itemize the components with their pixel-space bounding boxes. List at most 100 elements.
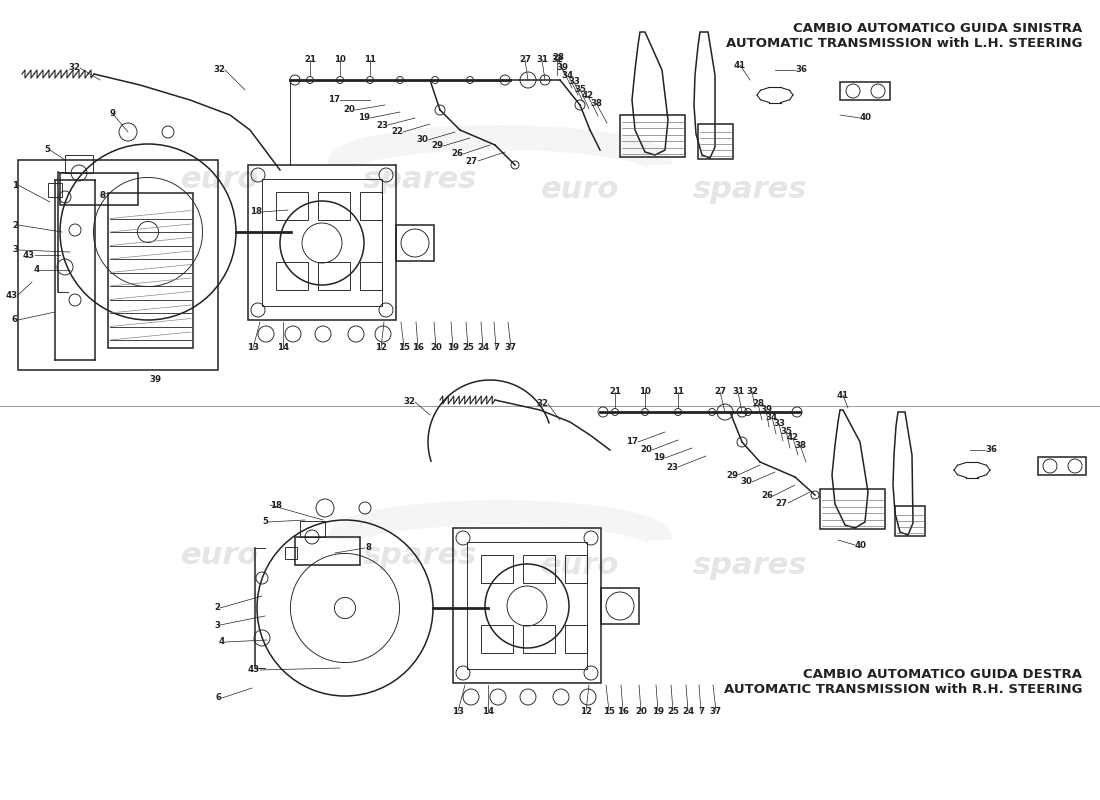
- Text: 7: 7: [697, 706, 704, 715]
- Text: euro: euro: [541, 175, 619, 205]
- Text: 21: 21: [304, 55, 316, 65]
- Text: 10: 10: [334, 55, 345, 65]
- Text: 3: 3: [12, 246, 18, 254]
- Text: spares: spares: [363, 541, 477, 570]
- Text: 30: 30: [416, 135, 428, 145]
- Text: 27: 27: [776, 498, 788, 507]
- Text: 38: 38: [590, 98, 602, 107]
- Text: 29: 29: [726, 470, 738, 479]
- Text: 20: 20: [635, 706, 647, 715]
- Text: 4: 4: [219, 638, 225, 646]
- Bar: [453, 528, 601, 683]
- Bar: [248, 165, 396, 320]
- Text: CAMBIO AUTOMATICO GUIDA SINISTRA: CAMBIO AUTOMATICO GUIDA SINISTRA: [793, 22, 1082, 35]
- Text: 17: 17: [626, 438, 638, 446]
- Text: 42: 42: [582, 91, 594, 101]
- Text: euro: euro: [180, 541, 260, 570]
- Text: 34: 34: [562, 70, 574, 79]
- Text: 24: 24: [682, 706, 694, 715]
- Bar: [895, 506, 925, 536]
- Text: 5: 5: [262, 518, 268, 526]
- Text: 27: 27: [466, 157, 478, 166]
- Bar: [65, 155, 94, 173]
- Text: 19: 19: [652, 706, 664, 715]
- Text: 32: 32: [68, 63, 80, 73]
- Bar: [481, 625, 513, 653]
- Text: 28: 28: [552, 54, 564, 62]
- Bar: [262, 179, 382, 306]
- Text: 17: 17: [328, 95, 340, 105]
- Text: 13: 13: [248, 343, 258, 353]
- Text: 21: 21: [609, 387, 622, 397]
- Text: 32: 32: [213, 66, 226, 74]
- Bar: [295, 537, 360, 565]
- Text: 8: 8: [100, 190, 106, 199]
- Text: 23: 23: [666, 462, 678, 471]
- Bar: [360, 192, 382, 220]
- Text: 36: 36: [984, 446, 997, 454]
- Text: 24: 24: [477, 343, 490, 353]
- Bar: [840, 82, 890, 100]
- Text: 33: 33: [568, 78, 580, 86]
- Text: 16: 16: [617, 706, 629, 715]
- Bar: [820, 489, 886, 529]
- Bar: [318, 262, 350, 290]
- Text: 4: 4: [34, 266, 40, 274]
- Bar: [360, 262, 382, 290]
- Text: 8: 8: [365, 543, 371, 553]
- Text: 39: 39: [760, 406, 772, 414]
- Text: 32: 32: [536, 399, 548, 409]
- Text: 26: 26: [451, 150, 463, 158]
- Bar: [565, 625, 587, 653]
- Bar: [276, 262, 308, 290]
- Text: 27: 27: [714, 387, 726, 397]
- Bar: [565, 555, 587, 583]
- Text: 39: 39: [148, 375, 161, 384]
- Text: 26: 26: [761, 491, 773, 501]
- Text: 20: 20: [640, 446, 652, 454]
- Text: 10: 10: [639, 387, 651, 397]
- Text: 34: 34: [766, 413, 778, 422]
- Text: 40: 40: [855, 541, 867, 550]
- Bar: [48, 183, 62, 197]
- Text: 7: 7: [493, 343, 499, 353]
- Bar: [108, 193, 192, 348]
- Text: 30: 30: [740, 478, 752, 486]
- Bar: [396, 225, 435, 261]
- Text: 25: 25: [462, 343, 474, 353]
- Text: 37: 37: [710, 706, 722, 715]
- Text: spares: spares: [693, 175, 807, 205]
- Text: CAMBIO AUTOMATICO GUIDA DESTRA: CAMBIO AUTOMATICO GUIDA DESTRA: [803, 668, 1082, 681]
- Bar: [300, 521, 324, 537]
- Text: 15: 15: [603, 706, 615, 715]
- Text: 43: 43: [6, 290, 18, 299]
- Text: 43: 43: [248, 666, 260, 674]
- Text: 31: 31: [536, 55, 548, 65]
- Bar: [285, 547, 297, 559]
- Bar: [481, 555, 513, 583]
- Text: AUTOMATIC TRANSMISSION with L.H. STEERING: AUTOMATIC TRANSMISSION with L.H. STEERIN…: [726, 37, 1082, 50]
- Bar: [698, 124, 733, 159]
- Text: 14: 14: [482, 706, 494, 715]
- Text: 29: 29: [431, 142, 443, 150]
- Text: 12: 12: [580, 706, 592, 715]
- Bar: [522, 625, 556, 653]
- Bar: [522, 555, 556, 583]
- Text: 38: 38: [794, 441, 806, 450]
- Bar: [318, 192, 350, 220]
- Text: 1: 1: [12, 181, 18, 190]
- Text: 6: 6: [12, 315, 18, 325]
- Text: 5: 5: [44, 146, 50, 154]
- Bar: [601, 588, 639, 624]
- Bar: [468, 542, 587, 669]
- Text: spares: spares: [363, 166, 477, 194]
- Text: 11: 11: [672, 387, 684, 397]
- Text: 35: 35: [574, 85, 586, 94]
- Text: 19: 19: [447, 343, 459, 353]
- Text: 25: 25: [667, 706, 679, 715]
- Text: 32: 32: [403, 398, 415, 406]
- Text: 20: 20: [343, 106, 355, 114]
- Text: 35: 35: [780, 426, 792, 435]
- Bar: [60, 173, 138, 205]
- Text: AUTOMATIC TRANSMISSION with R.H. STEERING: AUTOMATIC TRANSMISSION with R.H. STEERIN…: [724, 683, 1082, 696]
